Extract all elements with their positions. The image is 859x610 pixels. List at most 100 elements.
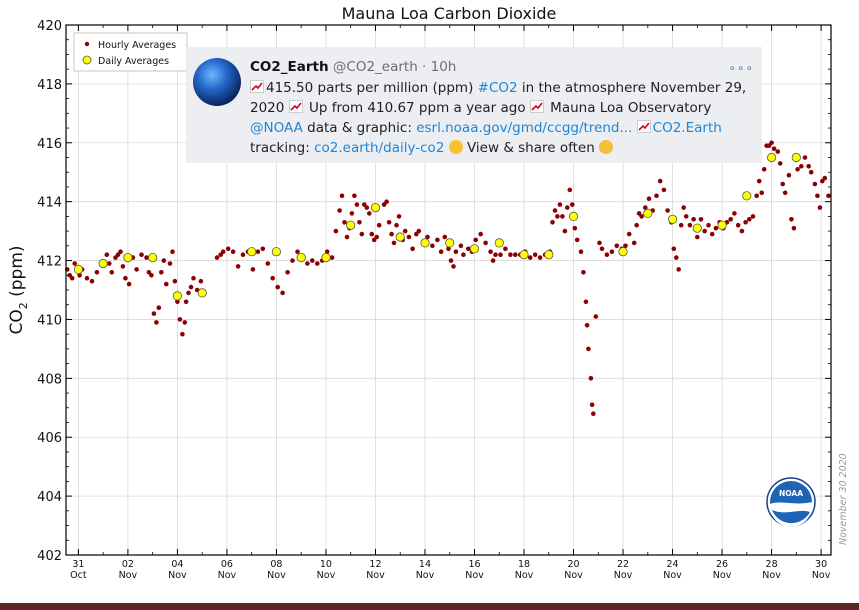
hourly-point bbox=[713, 225, 719, 231]
x-tick-label-day: 26 bbox=[716, 559, 728, 570]
hourly-point bbox=[483, 240, 488, 246]
hourly-point bbox=[290, 258, 295, 263]
hourly-point bbox=[706, 222, 711, 228]
noaa-logo-text: NOAA bbox=[779, 489, 803, 498]
more-options-icon[interactable]: ∘∘∘ bbox=[728, 61, 754, 75]
y-tick-label: 410 bbox=[37, 313, 62, 328]
link-esrl[interactable]: esrl.noaa.gov/gmd/ccgg/trend... bbox=[416, 120, 633, 136]
hourly-point bbox=[795, 167, 800, 172]
hourly-point bbox=[789, 217, 794, 222]
y-tick-label: 408 bbox=[37, 372, 62, 387]
hourly-point bbox=[453, 249, 459, 254]
daily-point bbox=[717, 220, 727, 230]
hourly-point bbox=[402, 228, 408, 234]
hourly-point bbox=[198, 278, 204, 284]
y-tick-label: 402 bbox=[37, 549, 62, 564]
daily-point bbox=[73, 264, 84, 274]
legend-box bbox=[73, 32, 188, 72]
hourly-point bbox=[183, 299, 189, 305]
hourly-point bbox=[728, 217, 733, 222]
tweet-text-part: data & graphic: bbox=[302, 120, 417, 136]
hourly-point bbox=[826, 193, 831, 199]
hourly-point bbox=[107, 261, 112, 266]
hourly-point bbox=[593, 314, 599, 319]
hourly-point bbox=[473, 237, 479, 243]
hourly-point bbox=[186, 290, 191, 296]
x-tick-label-day: 16 bbox=[468, 559, 480, 570]
x-tick-label-day: 12 bbox=[369, 559, 381, 570]
daily-point bbox=[766, 152, 777, 163]
x-tick-label-month: Oct bbox=[70, 570, 87, 581]
hourly-point bbox=[631, 240, 637, 246]
axes: 40240440640841041241441641842031Oct02Nov… bbox=[37, 19, 831, 581]
tweet-username[interactable]: CO2_Earth bbox=[250, 59, 329, 75]
hourly-point bbox=[461, 252, 466, 257]
hourly-point bbox=[230, 249, 236, 254]
hourly-point bbox=[265, 261, 271, 266]
hourly-point bbox=[775, 149, 781, 154]
hourly-point bbox=[508, 252, 513, 257]
avatar[interactable] bbox=[193, 58, 241, 106]
hourly-point bbox=[342, 220, 347, 225]
hourly-point bbox=[260, 246, 266, 252]
hourly-point bbox=[295, 249, 300, 254]
daily-point bbox=[346, 220, 356, 230]
hourly-point bbox=[123, 275, 128, 281]
hourly-point bbox=[109, 270, 115, 275]
daily-point bbox=[395, 232, 405, 242]
hourly-point bbox=[678, 222, 684, 228]
hourly-point bbox=[527, 255, 533, 260]
hourly-point bbox=[310, 258, 315, 263]
hourly-point bbox=[709, 231, 715, 237]
hourly-point bbox=[634, 222, 639, 228]
daily-point bbox=[544, 250, 554, 260]
tweet-card[interactable]: CO2_Earth @CO2_earth · 10h ∘∘∘ 415.50 pa… bbox=[186, 47, 762, 163]
hourly-point bbox=[72, 261, 77, 266]
legend-label-daily: Daily Averages bbox=[98, 56, 169, 67]
hourly-point bbox=[357, 220, 362, 225]
chart-title: Mauna Loa Carbon Dioxide bbox=[342, 4, 557, 23]
legend: Hourly Averages Daily Averages bbox=[73, 32, 188, 72]
daily-point bbox=[148, 253, 158, 263]
hourly-point bbox=[623, 243, 628, 249]
hourly-point bbox=[182, 320, 188, 325]
hourly-point bbox=[698, 217, 704, 222]
daily-point bbox=[247, 247, 257, 257]
hourly-point bbox=[384, 199, 389, 204]
link-daily-co2[interactable]: co2.earth/daily-co2 bbox=[314, 140, 445, 156]
hourly-point bbox=[448, 258, 454, 263]
daily-point bbox=[742, 191, 752, 201]
x-tick-label-day: 04 bbox=[171, 559, 183, 570]
hourly-point bbox=[285, 270, 290, 275]
hourly-point bbox=[586, 346, 591, 352]
x-tick-label-day: 10 bbox=[320, 559, 332, 570]
daily-point bbox=[519, 250, 529, 260]
daily-point bbox=[643, 208, 653, 218]
x-tick-label-month: Nov bbox=[218, 570, 237, 581]
daily-point bbox=[98, 258, 108, 269]
hourly-point bbox=[555, 214, 560, 219]
hourly-point bbox=[802, 155, 808, 160]
tweet-text-part: in the atmosphere November 29, 2020 bbox=[250, 80, 747, 116]
chart-increasing-icon bbox=[636, 120, 651, 133]
x-tick-label-day: 06 bbox=[221, 559, 233, 570]
hourly-point bbox=[597, 240, 602, 246]
tweet-text-part: Mauna Loa Observatory bbox=[545, 100, 712, 116]
hourly-point bbox=[572, 225, 578, 231]
hashtag-co2[interactable]: #CO2 bbox=[477, 80, 518, 96]
tweet-text: 415.50 parts per million (ppm) #CO2 in t… bbox=[250, 78, 755, 158]
link-co2-earth[interactable]: CO2.Earth bbox=[652, 120, 722, 136]
mention-noaa[interactable]: @NOAA bbox=[250, 120, 303, 136]
hourly-point bbox=[126, 281, 132, 287]
chart-increasing-icon bbox=[288, 100, 303, 113]
hourly-point bbox=[646, 196, 652, 201]
hourly-point bbox=[750, 214, 756, 219]
x-tick-label-month: Nov bbox=[267, 570, 286, 581]
hourly-point bbox=[172, 278, 178, 284]
tweet-text-part: tracking: bbox=[250, 140, 315, 156]
hourly-point bbox=[394, 222, 399, 228]
daily-point bbox=[667, 214, 678, 224]
hourly-point bbox=[118, 249, 123, 254]
legend-label-hourly: Hourly Averages bbox=[98, 40, 176, 51]
hourly-point bbox=[214, 255, 220, 260]
